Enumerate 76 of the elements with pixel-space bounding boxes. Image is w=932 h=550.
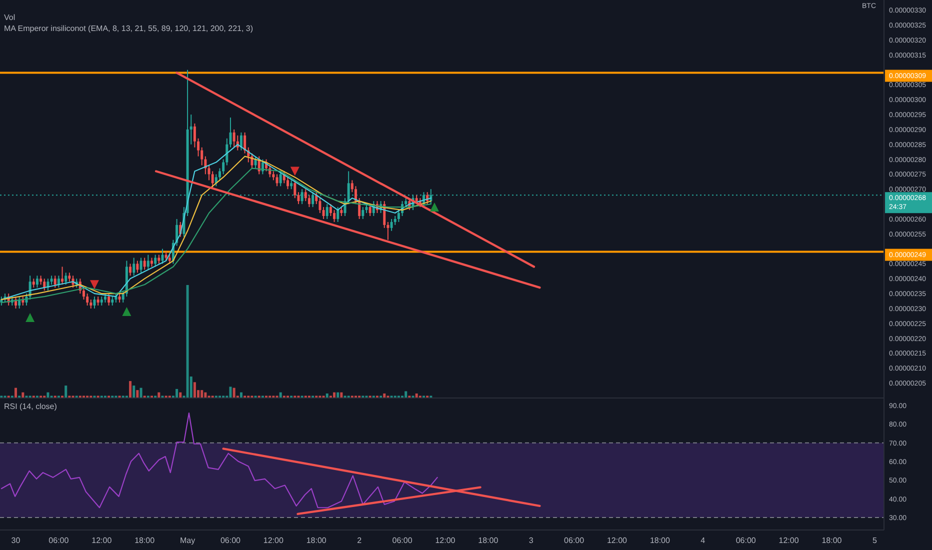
candlestick bbox=[36, 275, 38, 288]
x-tick-label: 18:00 bbox=[650, 536, 671, 545]
candlestick bbox=[308, 194, 310, 208]
candlestick bbox=[347, 170, 350, 205]
candlestick bbox=[146, 254, 150, 270]
x-tick-label: 18:00 bbox=[306, 536, 327, 545]
bar bbox=[193, 382, 196, 398]
x-tick-label: 12:00 bbox=[263, 536, 284, 545]
candlestick bbox=[333, 210, 336, 222]
candlestick bbox=[93, 296, 96, 309]
candlestick bbox=[294, 180, 296, 199]
bar bbox=[229, 386, 232, 398]
x-tick-label: 4 bbox=[700, 536, 706, 545]
candlestick bbox=[54, 275, 56, 288]
candlestick bbox=[397, 210, 400, 222]
bar bbox=[129, 381, 132, 398]
candlestick bbox=[276, 174, 278, 187]
candlestick bbox=[136, 260, 139, 274]
x-tick-label: 06:00 bbox=[48, 536, 70, 545]
candlestick bbox=[43, 278, 46, 292]
candlestick bbox=[161, 248, 164, 264]
x-tick-label: 18:00 bbox=[822, 536, 842, 545]
candlestick bbox=[279, 170, 282, 187]
annotation: MA Emperor insiliconot (EMA, 8, 13, 21, 55, 89, 120, 121, 200, 221, 3) bbox=[4, 24, 254, 33]
candlestick bbox=[286, 176, 289, 190]
bar bbox=[136, 390, 139, 398]
x-tick-label: 18:00 bbox=[134, 536, 156, 545]
candlestick bbox=[143, 257, 146, 270]
candlestick bbox=[232, 128, 236, 148]
bar bbox=[176, 388, 178, 398]
bar bbox=[64, 386, 68, 398]
candlestick bbox=[240, 132, 242, 151]
bar bbox=[200, 390, 204, 398]
chart-title: Vol bbox=[4, 13, 16, 22]
candlestick bbox=[108, 293, 110, 306]
x-tick-label: 12:00 bbox=[435, 536, 456, 545]
bar bbox=[404, 391, 408, 398]
candlestick bbox=[336, 206, 340, 222]
candlestick bbox=[390, 218, 393, 232]
x-tick-label: 06:00 bbox=[564, 536, 585, 545]
candlestick bbox=[132, 257, 136, 276]
candlestick bbox=[218, 168, 221, 181]
candlestick bbox=[140, 257, 142, 274]
x-tick-label: 2 bbox=[357, 536, 362, 545]
candlestick bbox=[322, 206, 325, 220]
x-tick-label: 06:00 bbox=[220, 536, 242, 545]
x-tick-label: May bbox=[180, 536, 196, 545]
candlestick bbox=[61, 266, 64, 286]
candlestick bbox=[154, 254, 157, 268]
x-tick-label: 06:00 bbox=[392, 536, 413, 545]
x-tick-label: 3 bbox=[528, 536, 534, 545]
bar bbox=[132, 386, 136, 398]
candlestick bbox=[197, 138, 200, 157]
candlestick bbox=[362, 206, 364, 220]
candlestick bbox=[254, 156, 257, 169]
x-tick-label: 18:00 bbox=[478, 536, 499, 545]
candlestick bbox=[329, 204, 332, 217]
candlestick bbox=[354, 186, 357, 205]
candlestick bbox=[326, 204, 328, 220]
bar bbox=[14, 388, 17, 398]
x-tick-label: 06:00 bbox=[736, 536, 756, 545]
candlestick bbox=[193, 123, 196, 148]
bar bbox=[140, 388, 142, 398]
x-tick-label: 12:00 bbox=[606, 536, 628, 545]
x-tick-label: 30 bbox=[11, 536, 21, 545]
candlestick bbox=[57, 275, 60, 288]
candlestick bbox=[244, 132, 246, 154]
candlestick bbox=[64, 272, 68, 286]
candlestick bbox=[86, 293, 89, 306]
candlestick bbox=[129, 263, 132, 276]
bar bbox=[232, 388, 236, 398]
x-tick-label: 12:00 bbox=[778, 536, 800, 545]
bar bbox=[186, 285, 189, 398]
x-tick-label: 5 bbox=[872, 536, 878, 545]
chart-title: RSI (14, close) bbox=[4, 402, 58, 411]
x-tick-label: 12:00 bbox=[92, 536, 112, 545]
